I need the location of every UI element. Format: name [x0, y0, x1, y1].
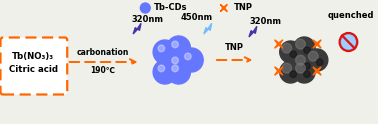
FancyBboxPatch shape — [0, 37, 67, 94]
Circle shape — [180, 48, 203, 72]
Circle shape — [304, 63, 310, 69]
Text: 320nm: 320nm — [249, 16, 281, 26]
Circle shape — [140, 3, 150, 13]
Circle shape — [293, 53, 315, 75]
Text: 450nm: 450nm — [180, 14, 212, 22]
Circle shape — [167, 52, 191, 76]
Text: TNP: TNP — [234, 3, 253, 13]
Circle shape — [172, 65, 178, 72]
Circle shape — [316, 59, 323, 65]
Circle shape — [341, 34, 356, 50]
Polygon shape — [204, 23, 212, 34]
Circle shape — [290, 51, 296, 58]
Circle shape — [296, 63, 305, 73]
Circle shape — [339, 33, 357, 51]
Circle shape — [304, 47, 310, 53]
Circle shape — [308, 51, 318, 61]
Circle shape — [296, 55, 305, 65]
Text: 190℃: 190℃ — [91, 66, 116, 75]
Circle shape — [282, 63, 291, 73]
Polygon shape — [249, 26, 257, 37]
Polygon shape — [313, 40, 321, 48]
Circle shape — [172, 41, 178, 48]
Polygon shape — [274, 67, 283, 75]
Circle shape — [184, 53, 191, 60]
Circle shape — [153, 40, 177, 64]
Circle shape — [282, 43, 291, 53]
Text: TNP: TNP — [225, 43, 244, 52]
Circle shape — [167, 36, 191, 60]
Circle shape — [306, 49, 328, 71]
Circle shape — [280, 61, 301, 83]
Text: Tb-CDs: Tb-CDs — [154, 3, 187, 13]
Circle shape — [167, 60, 191, 84]
Polygon shape — [274, 40, 283, 48]
Circle shape — [293, 37, 315, 59]
Polygon shape — [313, 67, 321, 75]
Circle shape — [296, 39, 305, 49]
Polygon shape — [133, 23, 141, 34]
Circle shape — [158, 45, 165, 52]
Text: carbonation: carbonation — [77, 48, 129, 57]
Text: 320nm: 320nm — [131, 16, 163, 25]
Circle shape — [304, 71, 310, 78]
Text: Citric acid: Citric acid — [9, 64, 58, 74]
Circle shape — [280, 41, 301, 63]
Text: quenched: quenched — [327, 12, 374, 20]
Polygon shape — [220, 4, 227, 12]
Circle shape — [172, 57, 178, 64]
Circle shape — [158, 65, 165, 72]
Circle shape — [153, 60, 177, 84]
Text: Tb(NO₃)₃: Tb(NO₃)₃ — [12, 51, 54, 61]
Circle shape — [293, 61, 315, 83]
Circle shape — [290, 71, 296, 78]
